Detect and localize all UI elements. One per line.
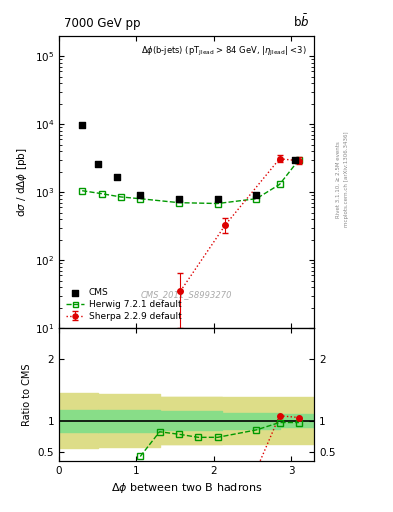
Text: mcplots.cern.ch [arXiv:1306.3436]: mcplots.cern.ch [arXiv:1306.3436] [344, 132, 349, 227]
Herwig 7.2.1 default [215, 201, 220, 207]
Legend: CMS, Herwig 7.2.1 default, Sherpa 2.2.9 default: CMS, Herwig 7.2.1 default, Sherpa 2.2.9 … [63, 286, 184, 324]
Herwig 7.2.1 default [99, 190, 104, 197]
Text: b$\bar{b}$: b$\bar{b}$ [293, 13, 309, 30]
Herwig 7.2.1 default [119, 194, 123, 200]
CMS [253, 191, 259, 199]
Herwig 7.2.1 default [80, 187, 84, 194]
Text: CMS_2011_S8993270: CMS_2011_S8993270 [141, 290, 232, 299]
Line: Herwig 7.2.1 default: Herwig 7.2.1 default [79, 157, 302, 206]
Herwig 7.2.1 default [138, 196, 143, 202]
CMS [292, 156, 298, 164]
CMS [114, 173, 120, 181]
Y-axis label: d$\sigma$ / d$\Delta\phi$ [pb]: d$\sigma$ / d$\Delta\phi$ [pb] [15, 147, 29, 217]
Herwig 7.2.1 default [254, 196, 259, 202]
Herwig 7.2.1 default [176, 200, 181, 206]
CMS [79, 121, 85, 129]
Text: Rivet 3.1.10, ≥ 2.5M events: Rivet 3.1.10, ≥ 2.5M events [336, 141, 341, 218]
Text: $\Delta\phi$(b-jets) (pT$_{\mathrm{Jlead}}$ > 84 GeV, $|\eta_{\mathrm{Jlead}}|$ : $\Delta\phi$(b-jets) (pT$_{\mathrm{Jlead… [141, 45, 307, 58]
Herwig 7.2.1 default [297, 157, 301, 163]
CMS [94, 160, 101, 168]
Herwig 7.2.1 default [277, 181, 282, 187]
Y-axis label: Ratio to CMS: Ratio to CMS [22, 363, 32, 425]
CMS [137, 191, 143, 199]
Text: 7000 GeV pp: 7000 GeV pp [64, 17, 141, 30]
CMS [176, 195, 182, 203]
X-axis label: $\Delta\phi$ between two B hadrons: $\Delta\phi$ between two B hadrons [111, 481, 263, 495]
CMS [215, 195, 221, 203]
